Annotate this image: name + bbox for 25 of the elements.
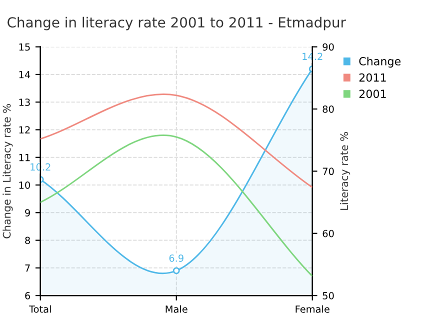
y-tick-label: 10 (19, 181, 30, 189)
legend-label: Change (359, 56, 401, 68)
x-tick-label: Male (166, 305, 188, 313)
legend-label: 2011 (359, 73, 386, 82)
y-tick-label: 13 (19, 98, 30, 106)
legend-label: 2001 (359, 90, 386, 98)
data-label: 6.9 (169, 254, 184, 262)
x-tick-label: Female (296, 305, 330, 313)
y-tick-label: 14 (19, 71, 30, 78)
y-tick-label: 15 (19, 43, 30, 51)
y-tick-label: 11 (19, 154, 30, 162)
y-tick-label: 8 (25, 236, 30, 244)
y-tick-label: 6 (25, 292, 30, 300)
y-axis-title: Change in Literacy rate % (2, 104, 13, 238)
x-tick-label: Total (28, 305, 51, 313)
y-tick-label: 9 (25, 209, 30, 216)
y-tick-label: 7 (25, 264, 30, 272)
y2-tick-label: 60 (322, 230, 334, 238)
y2-tick-label: 90 (322, 43, 334, 51)
y2-tick-label: 50 (322, 292, 334, 300)
y2-axis-title: Literacy rate % (340, 132, 350, 210)
y2-tick-label: 80 (322, 105, 334, 113)
y-tick-label: 12 (19, 126, 30, 134)
chart-title: Change in literacy rate 2001 to 2011 - Etmadpur (8, 16, 346, 30)
y2-tick-label: 70 (322, 168, 334, 176)
